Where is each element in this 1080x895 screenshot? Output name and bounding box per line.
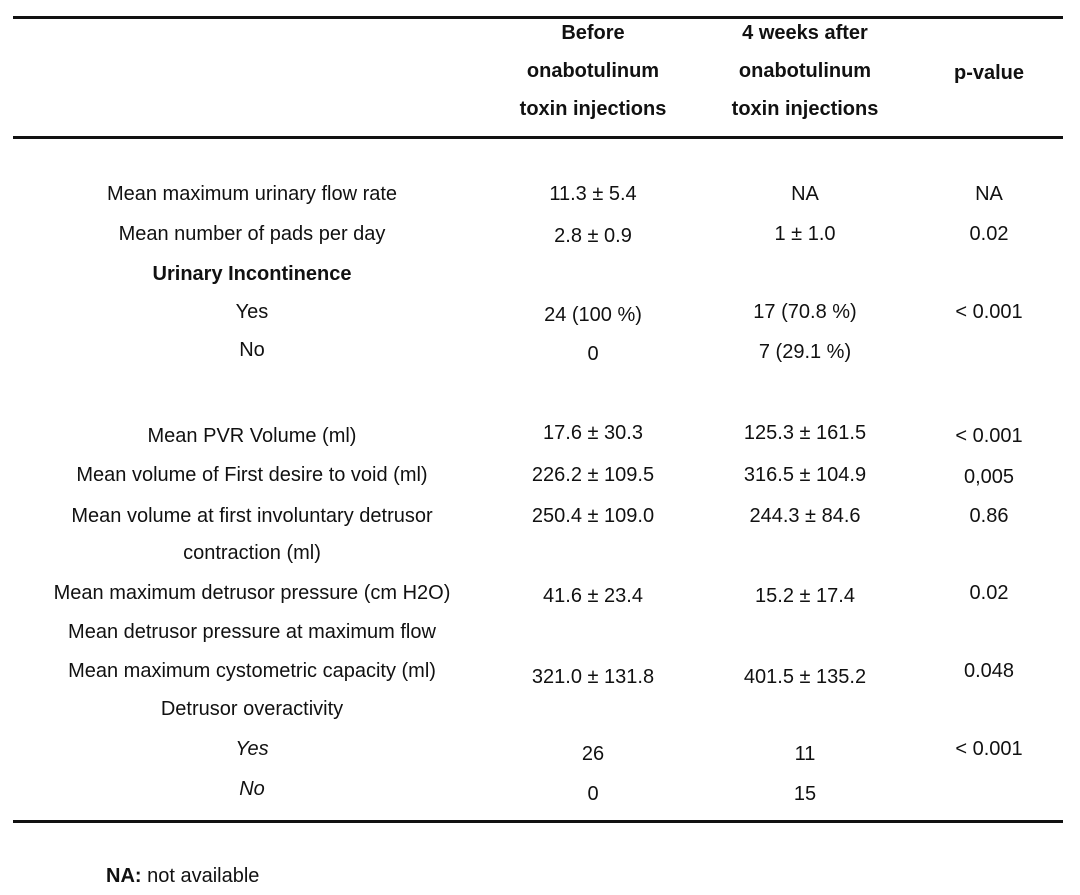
cell-before: 226.2 ± 109.5 [531, 464, 655, 486]
header-pvalue-label: p-value [953, 62, 1025, 84]
row-label: Yes [235, 738, 269, 760]
cell-before: 250.4 ± 109.0 [531, 505, 655, 527]
cell-after: 11 [794, 743, 816, 765]
header-pvalue: p-value [915, 54, 1063, 92]
row-label: Yes [235, 301, 269, 323]
section-heading: Urinary Incontinence [152, 263, 352, 285]
row-label: Mean detrusor pressure at maximum flow [68, 621, 436, 643]
cell-pvalue: 0,005 [963, 466, 1015, 488]
cell-before: 2.8 ± 0.9 [554, 225, 632, 247]
cell-after: 17 (70.8 %) [753, 301, 857, 323]
cell-after: 244.3 ± 84.6 [749, 505, 861, 527]
header-before-line: toxin injections [519, 98, 667, 120]
cell-before: 24 (100 %) [544, 304, 642, 326]
row-label: No [239, 339, 265, 361]
cell-after: 15 [793, 783, 817, 805]
cell-pvalue: < 0.001 [955, 738, 1023, 760]
cell-after: NA [791, 183, 819, 205]
cell-after: 125.3 ± 161.5 [743, 422, 867, 444]
cell-before: 321.0 ± 131.8 [531, 666, 655, 688]
row-label: Mean volume of First desire to void (ml) [76, 464, 428, 486]
cell-after: 15.2 ± 17.4 [755, 585, 855, 607]
cell-before: 11.3 ± 5.4 [549, 183, 637, 205]
header-after-line: toxin injections [731, 98, 879, 120]
cell-pvalue: < 0.001 [955, 301, 1023, 323]
footnote-key: NA: [106, 865, 142, 887]
cell-pvalue: 0.02 [969, 582, 1009, 604]
row-label: Mean maximum cystometric capacity (ml) [68, 660, 436, 682]
cell-before: 26 [581, 743, 605, 765]
row-label-continued: contraction (ml) [183, 542, 321, 564]
header-before-line: onabotulinum [526, 60, 660, 82]
header-before-line: Before [561, 22, 625, 44]
header-before: Before onabotulinum toxin injections [491, 14, 695, 128]
cell-pvalue: < 0.001 [955, 425, 1023, 447]
cell-after: 401.5 ± 135.2 [743, 666, 867, 688]
table-header-rule [13, 136, 1063, 139]
row-label: Mean maximum detrusor pressure (cm H2O) [53, 582, 451, 604]
cell-after: 7 (29.1 %) [758, 341, 852, 363]
cell-after: 316.5 ± 104.9 [743, 464, 867, 486]
footnote-text: not available [141, 865, 260, 887]
cell-pvalue: 0.02 [969, 223, 1009, 245]
cell-pvalue: NA [975, 183, 1003, 205]
footnote: NA: not available [106, 864, 259, 888]
row-label: Mean PVR Volume (ml) [147, 425, 357, 447]
cell-before: 0 [587, 343, 599, 365]
row-label: Mean maximum urinary flow rate [106, 183, 398, 205]
row-label: No [239, 778, 265, 800]
header-after: 4 weeks after onabotulinum toxin injecti… [695, 14, 915, 128]
cell-after: 1 ± 1.0 [774, 223, 836, 245]
cell-pvalue: 0.86 [969, 505, 1009, 527]
row-label: Mean number of pads per day [118, 223, 386, 245]
table-top-rule [13, 16, 1063, 19]
cell-before: 41.6 ± 23.4 [543, 585, 643, 607]
cell-before: 0 [587, 783, 599, 805]
header-after-line: 4 weeks after [742, 22, 868, 44]
header-after-line: onabotulinum [738, 60, 872, 82]
row-label: Mean volume at first involuntary detruso… [71, 505, 433, 527]
row-label: Detrusor overactivity [160, 698, 344, 720]
cell-before: 17.6 ± 30.3 [543, 422, 643, 444]
table-bottom-rule [13, 820, 1063, 823]
cell-pvalue: 0.048 [963, 660, 1015, 682]
